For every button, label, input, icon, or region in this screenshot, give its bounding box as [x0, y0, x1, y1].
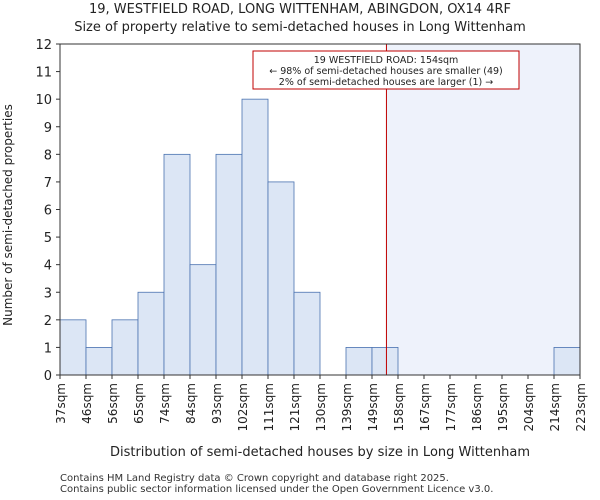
annotation-line-2: ← 98% of semi-detached houses are smalle… — [269, 66, 503, 77]
x-tick-label: 158sqm — [392, 383, 406, 431]
bar-111sqm — [267, 181, 295, 376]
x-tick-label: 84sqm — [184, 383, 198, 424]
bar-139sqm — [345, 347, 373, 376]
y-tick-label: 10 — [35, 93, 52, 108]
bar-84sqm — [189, 264, 217, 376]
x-tick-label: 130sqm — [314, 383, 328, 431]
annotation-line-3: 2% of semi-detached houses are larger (1… — [279, 77, 493, 88]
bar-37sqm — [59, 319, 87, 376]
histogram-bars — [59, 98, 581, 376]
bar-56sqm — [111, 319, 139, 376]
y-axis-label: Number of semi-detached properties — [1, 104, 15, 326]
x-tick-label: 195sqm — [496, 383, 510, 431]
footer-licence: Contains public sector information licen… — [60, 484, 494, 495]
x-axis-label: Distribution of semi-detached houses by … — [109, 445, 531, 460]
x-tick-label: 93sqm — [210, 383, 224, 424]
chart-title: 19, WESTFIELD ROAD, LONG WITTENHAM, ABIN… — [89, 2, 511, 17]
x-tick-label: 56sqm — [106, 383, 120, 424]
x-tick-label: 139sqm — [340, 383, 354, 431]
y-tick-label: 4 — [44, 259, 52, 274]
x-tick-label: 214sqm — [548, 383, 562, 431]
x-tick-label: 177sqm — [444, 383, 458, 431]
x-tick-label: 65sqm — [132, 383, 146, 424]
annotation-box: 19 WESTFIELD ROAD: 154sqm ← 98% of semi-… — [252, 50, 520, 90]
x-tick-label: 121sqm — [288, 383, 302, 431]
larger-than-property-region — [386, 44, 580, 375]
x-tick-label: 167sqm — [418, 383, 432, 431]
bar-65sqm — [137, 291, 165, 376]
y-tick-label: 2 — [44, 314, 52, 329]
y-tick-label: 11 — [35, 66, 52, 81]
bar-214sqm — [553, 347, 581, 376]
y-tick-label: 8 — [44, 148, 52, 163]
x-tick-label: 46sqm — [80, 383, 94, 424]
bar-74sqm — [163, 153, 191, 376]
x-tick-label: 186sqm — [470, 383, 484, 431]
y-tick-label: 0 — [44, 369, 52, 384]
bar-102sqm — [241, 98, 269, 376]
y-tick-label: 1 — [44, 341, 52, 356]
bar-121sqm — [293, 291, 321, 376]
x-tick-label: 111sqm — [262, 383, 276, 431]
x-axis: 37sqm 46sqm 56sqm 65sqm 74sqm 84sqm 93sqm 102sq… — [54, 375, 588, 431]
y-tick-label: 5 — [44, 231, 52, 246]
plot-frame — [59, 43, 581, 376]
x-tick-label: 204sqm — [522, 383, 536, 431]
x-tick-label: 102sqm — [236, 383, 250, 431]
x-tick-label: 223sqm — [574, 383, 588, 431]
y-tick-label: 9 — [44, 121, 52, 136]
annotation-line-1: 19 WESTFIELD ROAD: 154sqm — [314, 55, 459, 66]
y-tick-label: 3 — [44, 286, 52, 301]
y-tick-label: 7 — [44, 176, 52, 191]
annotation-background — [252, 50, 520, 90]
x-tick-label: 149sqm — [366, 383, 380, 431]
bar-46sqm — [85, 347, 113, 376]
y-tick-label: 6 — [44, 204, 52, 219]
bar-149sqm — [371, 347, 399, 376]
x-tick-label: 74sqm — [158, 383, 172, 424]
bar-93sqm — [215, 153, 243, 376]
chart-subtitle: Size of property relative to semi-detach… — [74, 20, 526, 35]
y-tick-label: 12 — [35, 38, 52, 53]
x-tick-label: 37sqm — [54, 383, 68, 424]
footer-copyright: Contains HM Land Registry data © Crown c… — [60, 473, 449, 484]
